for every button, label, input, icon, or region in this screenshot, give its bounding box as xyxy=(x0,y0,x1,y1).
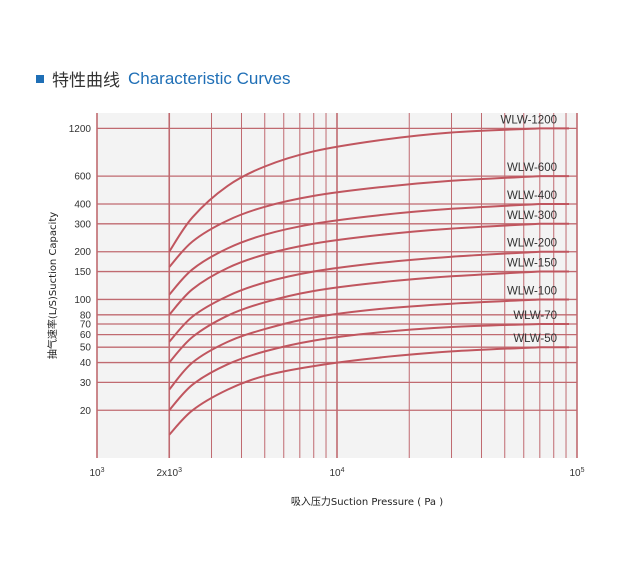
series-line-wlw-200 xyxy=(168,250,569,343)
series-line-wlw-1200 xyxy=(168,127,569,253)
series-label-wlw-100: WLW-100 xyxy=(507,285,557,297)
series-line-wlw-600 xyxy=(168,175,569,268)
y-tick-label: 40 xyxy=(80,358,92,369)
series-line-wlw-50 xyxy=(168,346,569,436)
y-tick-label: 300 xyxy=(74,219,91,230)
series-label-wlw-200: WLW-200 xyxy=(507,238,557,250)
x-axis-label: 吸入压力Suction Pressure ( Pa ) xyxy=(291,495,443,508)
x-tick-label: 103 xyxy=(89,467,104,479)
series-label-wlw-1200: WLW-1200 xyxy=(501,114,557,126)
y-tick-label: 60 xyxy=(80,330,92,341)
x-axis-ticks: 103 2x103 104 105 xyxy=(89,467,584,479)
chart-heading: 特性曲线 Characteristic Curves xyxy=(36,66,291,91)
series-line-wlw-100 xyxy=(168,298,569,391)
series-line-wlw-300 xyxy=(168,222,569,316)
x-tick-label: 2x103 xyxy=(156,467,182,479)
heading-title-en: Characteristic Curves xyxy=(128,68,291,88)
horizontal-gridlines xyxy=(97,127,577,411)
y-tick-label: 150 xyxy=(74,267,91,278)
x-tick-label: 105 xyxy=(569,467,584,479)
vertical-gridlines xyxy=(96,113,578,458)
y-tick-label: 600 xyxy=(74,172,91,183)
y-tick-label: 100 xyxy=(74,295,91,306)
y-tick-label: 1200 xyxy=(69,124,92,135)
y-tick-label: 400 xyxy=(74,200,91,211)
y-tick-label: 70 xyxy=(80,320,92,331)
series-label-wlw-400: WLW-400 xyxy=(507,190,557,202)
square-bullet-icon xyxy=(36,74,44,83)
series-curves xyxy=(168,127,569,436)
heading-title-zh: 特性曲线 xyxy=(52,71,120,91)
series-label-wlw-300: WLW-300 xyxy=(507,210,557,222)
series-line-wlw-400 xyxy=(168,203,569,296)
y-tick-label: 80 xyxy=(80,310,92,321)
x-tick-label: 104 xyxy=(329,467,344,479)
series-line-wlw-150 xyxy=(168,270,569,364)
y-tick-label: 200 xyxy=(74,247,91,258)
series-label-wlw-150: WLW-150 xyxy=(507,258,557,270)
series-label-wlw-50: WLW-50 xyxy=(513,333,557,345)
y-tick-label: 20 xyxy=(80,406,92,417)
series-line-wlw-70 xyxy=(168,323,569,411)
series-label-wlw-70: WLW-70 xyxy=(513,310,557,322)
y-axis-label: 抽气速率(L/S)Suction Capacity xyxy=(46,212,59,359)
y-tick-label: 50 xyxy=(80,343,92,354)
y-tick-label: 30 xyxy=(80,378,92,389)
series-labels: WLW-50 WLW-70 WLW-100 WLW-150 WLW-200 WLW-300… xyxy=(501,114,557,345)
series-label-wlw-600: WLW-600 xyxy=(507,162,557,174)
